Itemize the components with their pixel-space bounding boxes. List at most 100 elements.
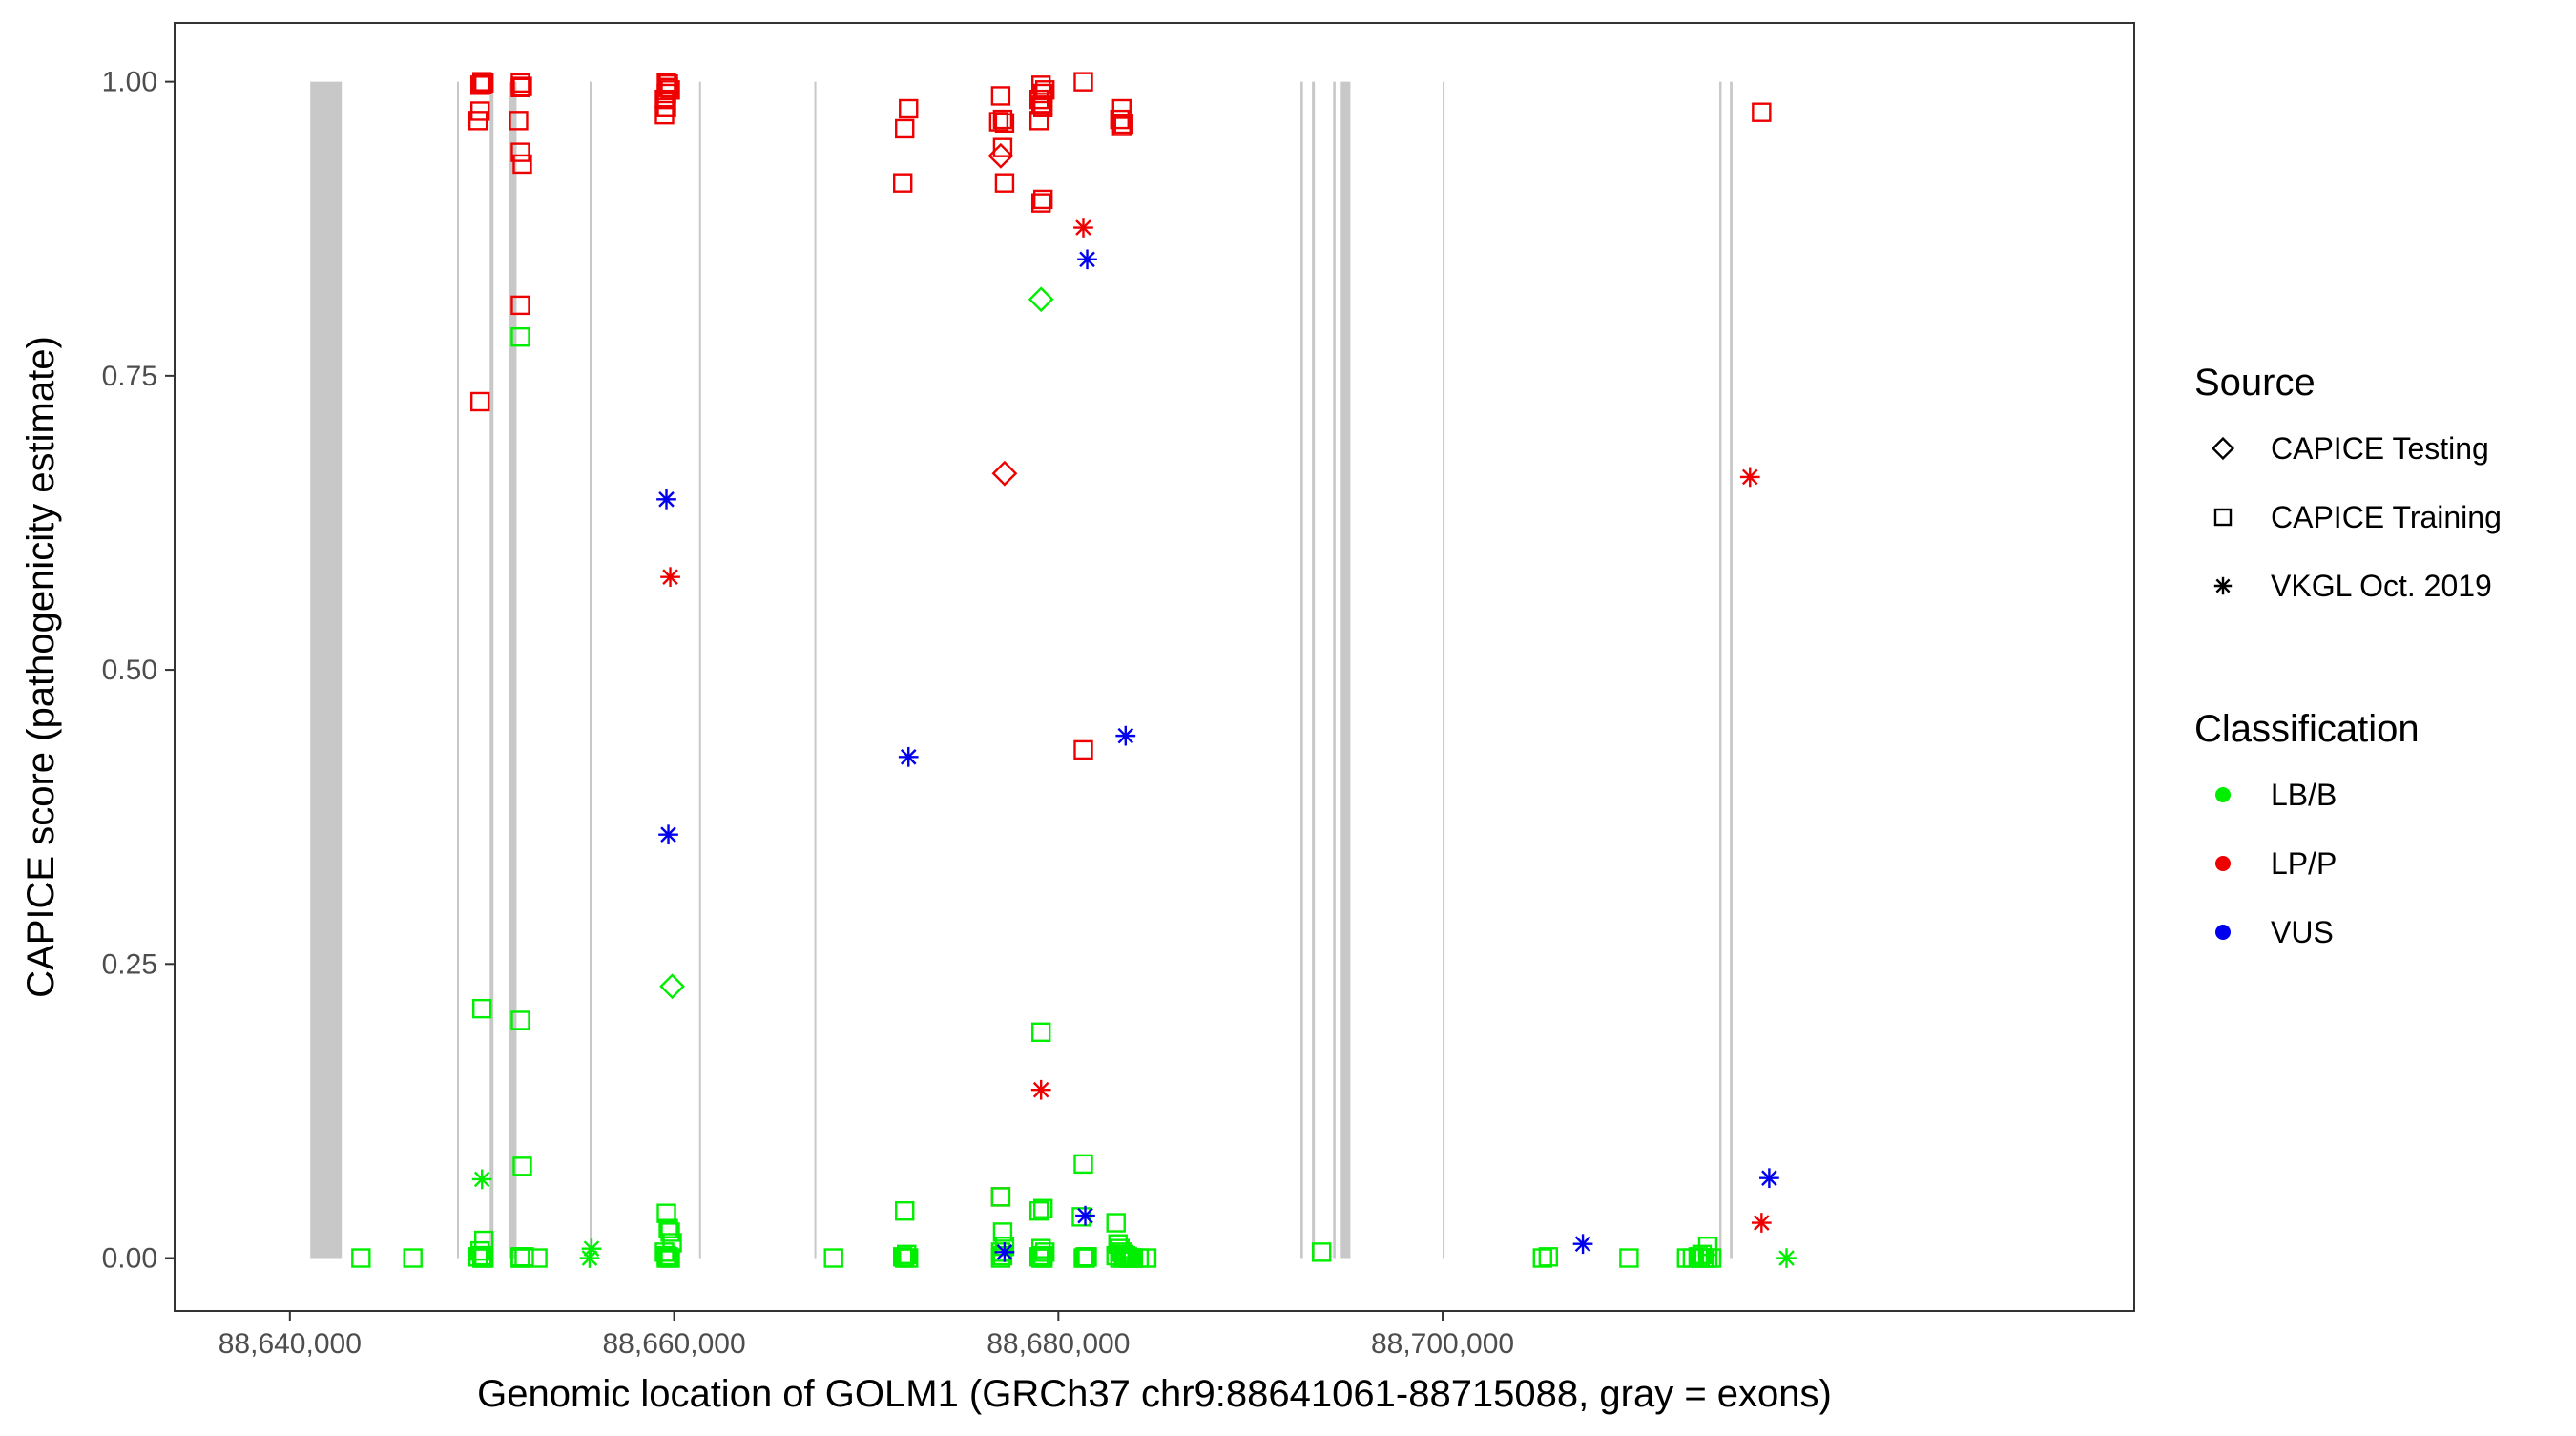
data-point-square-1-10 [514, 1247, 534, 1267]
data-point-square-1-46 [1077, 1247, 1097, 1267]
x-tick-label-3: 88,700,000 [1371, 1328, 1514, 1360]
exon-band-10 [1333, 81, 1336, 1259]
data-point-square-0-12 [510, 77, 530, 98]
data-point-square-1-76 [1701, 1248, 1722, 1268]
x-tick-label-1: 88,660,000 [602, 1328, 745, 1360]
legend-label-class-0: LB/B [2271, 778, 2337, 812]
data-point-square-0-13 [469, 391, 490, 412]
data-point-square-0-7 [512, 76, 532, 96]
data-point-square-0-25 [990, 86, 1011, 106]
data-point-square-0-3 [467, 111, 488, 131]
data-point-square-1-38 [1035, 1242, 1055, 1262]
data-point-square-1-9 [512, 1156, 532, 1176]
data-point-square-1-1 [403, 1248, 423, 1268]
exon-band-8 [1300, 81, 1303, 1259]
data-point-square-1-28 [990, 1187, 1011, 1207]
data-point-square-1-24 [897, 1244, 917, 1265]
data-point-square-0-40 [1073, 72, 1093, 92]
data-point-square-1-63 [510, 326, 530, 347]
data-point-square-1-13 [656, 1203, 676, 1223]
data-point-square-1-15 [658, 1218, 678, 1238]
data-point-square-1-32 [992, 1245, 1013, 1266]
exon-band-3 [489, 81, 494, 1259]
data-point-asterisk-5-4 [1115, 725, 1136, 746]
exon-layer [310, 81, 1733, 1259]
data-point-square-1-79 [1033, 1248, 1053, 1268]
data-point-square-0-47 [990, 1187, 1011, 1207]
legend-classification-entries: LB/B LP/P VUS [2215, 778, 2337, 949]
data-point-square-1-77 [471, 1248, 492, 1268]
data-point-square-1-29 [992, 1222, 1013, 1242]
data-point-asterisk-5-6 [994, 1242, 1015, 1262]
legend-key-class-2 [2215, 925, 2231, 940]
data-point-square-1-14 [660, 1222, 680, 1242]
data-point-square-0-22 [899, 98, 919, 119]
data-point-asterisk-4-1 [660, 567, 680, 588]
exon-band-14 [1730, 81, 1733, 1259]
data-point-square-1-25 [893, 1247, 913, 1267]
exon-band-4 [509, 81, 517, 1259]
legend-label-asterisk: VKGL Oct. 2019 [2271, 569, 2492, 603]
data-point-square-0-30 [994, 173, 1015, 193]
data-point-square-1-7 [467, 1247, 488, 1267]
data-point-square-1-35 [1033, 1198, 1053, 1218]
data-point-square-1-66 [1538, 1247, 1559, 1267]
data-point-square-1-2 [471, 998, 492, 1019]
data-point-square-1-34 [1030, 1022, 1051, 1043]
data-point-square-0-39 [1035, 80, 1055, 100]
data-point-square-1-8 [510, 1010, 530, 1030]
data-point-square-0-36 [1028, 111, 1049, 131]
data-point-square-1-17 [654, 1242, 675, 1262]
x-tick-label-2: 88,680,000 [987, 1328, 1130, 1360]
legend-label-diamond: CAPICE Testing [2271, 431, 2489, 466]
y-axis-title: CAPICE score (pathogenicity estimate) [20, 336, 62, 998]
data-point-square-0-43 [1111, 116, 1132, 136]
data-point-square-1-0 [351, 1248, 371, 1268]
data-point-square-0-34 [1030, 95, 1051, 115]
exon-band-9 [1312, 81, 1316, 1259]
data-point-square-1-47 [1075, 1248, 1095, 1268]
data-point-square-1-12 [528, 1248, 548, 1268]
data-point-square-1-64 [1311, 1242, 1332, 1262]
data-point-square-1-27 [895, 1248, 915, 1268]
data-point-square-0-8 [509, 111, 529, 131]
data-point-asterisk-5-2 [658, 824, 678, 845]
legend-source-title: Source [2194, 362, 2316, 404]
data-point-square-1-67 [1619, 1248, 1639, 1268]
data-point-square-0-11 [510, 295, 530, 316]
exon-band-2 [457, 81, 460, 1259]
data-point-square-1-21 [656, 1248, 676, 1268]
exon-band-12 [1443, 81, 1445, 1259]
data-point-diamond-2-0 [987, 142, 1014, 169]
data-point-square-0-20 [654, 104, 675, 125]
legend-key-asterisk [2213, 576, 2233, 595]
legend-key-diamond [2211, 436, 2235, 461]
data-point-square-0-42 [1110, 109, 1130, 130]
data-point-asterisk-5-0 [1077, 249, 1097, 270]
legend: Source CAPICE Testing CAPICE Training VKGL… [2194, 362, 2502, 949]
y-tick-label-4: 1.00 [102, 67, 157, 98]
data-point-asterisk-4-4 [1751, 1213, 1772, 1233]
data-point-square-0-23 [895, 118, 915, 139]
exon-band-5 [589, 81, 592, 1259]
data-point-square-0-45 [1752, 102, 1772, 122]
data-point-square-1-4 [469, 1240, 490, 1261]
exon-band-1 [310, 81, 343, 1259]
data-point-diamond-3-1 [659, 973, 685, 1000]
legend-key-square [2213, 508, 2233, 527]
data-point-square-1-62 [1113, 1248, 1133, 1268]
data-point-asterisk-4-0 [1073, 218, 1093, 238]
legend-key-class-1 [2215, 856, 2231, 871]
data-point-square-0-10 [512, 154, 532, 175]
data-point-square-1-48 [1106, 1213, 1126, 1233]
data-point-square-0-9 [510, 142, 530, 162]
data-point-square-1-59 [1136, 1248, 1157, 1268]
data-point-square-0-38 [1030, 193, 1051, 213]
exon-band-11 [1340, 81, 1351, 1259]
legend-classification-title: Classification [2194, 708, 2420, 750]
data-point-square-1-42 [1073, 1154, 1093, 1175]
data-point-square-0-24 [893, 173, 913, 193]
data-point-square-0-46 [1073, 739, 1093, 760]
data-point-square-0-28 [988, 112, 1009, 132]
